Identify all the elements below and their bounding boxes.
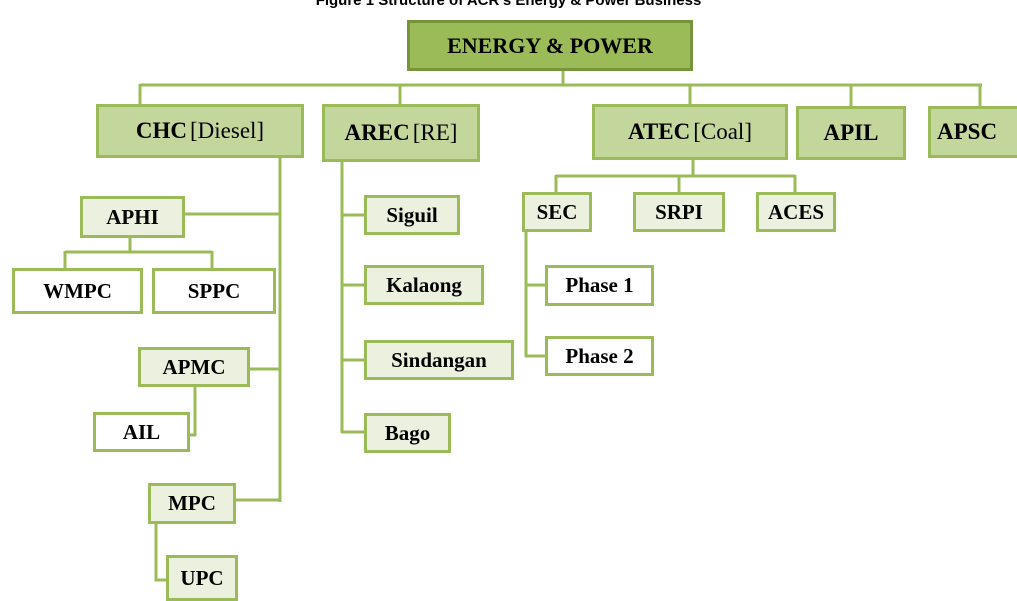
project-node: Sindangan [364,340,514,380]
plant-node: SPPC [152,268,276,314]
company-node: APMC [138,347,250,387]
unit-node: AREC [RE] [322,104,480,162]
project-node: Siguil [364,195,460,235]
company-node: SRPI [633,192,725,232]
root-node: ENERGY & POWER [407,20,693,71]
plant-node: AIL [93,412,190,452]
plant-node: Phase 2 [545,336,654,376]
plant-node: Phase 1 [545,265,654,306]
unit-node: ATEC [Coal] [592,104,788,160]
unit-note: [RE] [412,120,458,145]
figure-title: Figure 1 Structure of ACR's Energy & Pow… [315,0,702,9]
unit-name: ATEC [628,119,691,144]
unit-name: CHC [135,118,188,143]
project-node: Kalaong [364,265,484,305]
unit-note: [Coal] [693,119,752,144]
company-node: UPC [166,555,238,601]
company-node: APHI [80,196,185,238]
project-node: Bago [364,413,451,453]
unit-name: AREC [344,120,410,145]
unit-node: APSC [928,106,1017,158]
company-node: SEC [522,192,592,232]
company-node: ACES [756,192,836,232]
company-node: MPC [148,483,236,524]
plant-node: WMPC [12,268,143,314]
unit-note: [Diesel] [190,118,265,143]
unit-node: APIL [796,106,906,160]
unit-node: CHC [Diesel] [96,104,304,158]
